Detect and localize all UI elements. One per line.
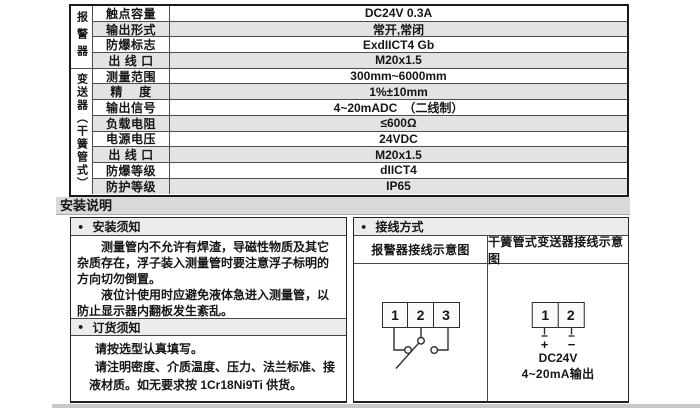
wiring-box: ● 接线方式 报警器接线示意图 1 2 3: [353, 217, 629, 403]
install-notes-header-label: 安装须知: [92, 220, 141, 234]
install-notes-box: ● 安装须知 测量管内不允许有焊渣，导磁性物质及其它杂质存在，浮子装入测量管时要…: [70, 217, 347, 403]
spec-table: 报警器 变送器（干簧管式） 触点容量 DC24V 0.3A 输出形式 常开,常闭…: [69, 4, 629, 197]
supply-label: DC24V: [538, 351, 578, 365]
row-label: 防爆等级: [93, 162, 170, 179]
transmitter-diagram-title: 干簧管式变送器接线示意图: [488, 235, 628, 266]
order-notes-header-label: 订货须知: [92, 320, 141, 335]
alarm-wiring-column: 报警器接线示意图 1 2 3: [354, 236, 488, 401]
terminal-block: 1 2 3: [381, 302, 460, 328]
row-label: 出 线 口: [93, 147, 170, 163]
row-label: 防护等级: [93, 178, 170, 195]
row-value: IP65: [170, 178, 627, 195]
row-value: M20x1.5: [170, 53, 627, 69]
bottom-divider: [52, 404, 700, 408]
group-label-alarm: 报警器: [75, 11, 88, 63]
note-paragraph: 液位计使用时应避免液体急进入测量管，以防止显示器内翻板发生紊乱。: [77, 288, 330, 318]
group-cell-alarm: 报警器: [71, 6, 93, 69]
bullet-icon: ●: [78, 221, 84, 231]
note-paragraph: 请按选型认真填写。: [95, 342, 204, 356]
section-title: 安装说明: [60, 198, 113, 213]
row-label: 防爆标志: [93, 37, 170, 54]
polarity-row: + −: [531, 337, 585, 352]
section-title-band: 安装说明: [56, 197, 630, 215]
terminal-cell: 1: [531, 302, 559, 328]
terminal-cell: 1: [381, 302, 409, 328]
terminal-cell: 2: [407, 302, 434, 328]
terminal-cell: 3: [432, 302, 460, 328]
plus-label: +: [540, 337, 549, 352]
transmitter-wiring-column: 干簧管式变送器接线示意图 1 2 + − DC24V 4~20: [488, 235, 628, 401]
row-label: 出 线 口: [93, 53, 170, 69]
group-label-transmitter: 变送器（干簧管式）: [75, 73, 88, 190]
wire-leads-icon: [541, 328, 575, 337]
install-notes-header: ● 安装须知: [71, 218, 346, 236]
row-value: 300mm~6000mm: [170, 69, 627, 85]
row-value: ExdIICT4 Gb: [170, 37, 627, 54]
alarm-diagram: 1 2 3: [354, 264, 487, 401]
group-cell-transmitter: 变送器（干簧管式）: [71, 68, 93, 195]
order-notes-header: ● 订货须知: [71, 318, 346, 336]
row-label: 触点容量: [93, 6, 170, 22]
transmitter-diagram: 1 2 + − DC24V 4~20mA输出: [488, 264, 628, 401]
row-value: ≤600Ω: [170, 115, 627, 132]
bullet-icon: ●: [78, 321, 84, 332]
row-value: 24VDC: [170, 132, 627, 148]
row-value: M20x1.5: [170, 147, 627, 163]
wiring-columns: 报警器接线示意图 1 2 3: [354, 235, 628, 401]
row-label: 测量范围: [93, 68, 170, 85]
terminal-block: 1 2: [531, 302, 585, 328]
row-value: 4~20mADC （二线制）: [170, 100, 627, 116]
wiring-header-label: 接线方式: [375, 220, 424, 234]
bullet-icon: ●: [361, 221, 367, 231]
terminal-cell: 2: [557, 302, 585, 328]
output-label: 4~20mA输出: [521, 367, 595, 381]
row-label: 输出形式: [93, 21, 170, 38]
spdt-switch-icon: [392, 328, 449, 369]
alarm-diagram-title: 报警器接线示意图: [354, 236, 487, 264]
row-value: dIICT4: [170, 163, 627, 179]
row-label: 电源电压: [93, 131, 170, 148]
row-label: 负载电阻: [93, 115, 170, 132]
install-notes-body: 测量管内不允许有焊渣，导磁性物质及其它杂质存在，浮子装入测量管时要注意浮子标明的…: [71, 236, 346, 318]
note-paragraph: 请注明密度、介质温度、压力、法兰标准、接液材质。如无要求按 1Cr18Ni9Ti…: [89, 360, 336, 392]
order-notes-body: 请按选型认真填写。 请注明密度、介质温度、压力、法兰标准、接液材质。如无要求按 …: [71, 336, 346, 394]
note-paragraph: 测量管内不允许有焊渣，导磁性物质及其它杂质存在，浮子装入测量管时要注意浮子标明的…: [77, 240, 330, 286]
minus-label: −: [567, 337, 576, 352]
row-value: 常开,常闭: [170, 21, 627, 38]
row-value: DC24V 0.3A: [170, 6, 627, 22]
row-value: 1%±10mm: [170, 84, 627, 101]
row-label: 输出信号: [93, 100, 170, 116]
wiring-header: ● 接线方式: [354, 218, 628, 236]
row-label: 精 度: [93, 84, 170, 101]
